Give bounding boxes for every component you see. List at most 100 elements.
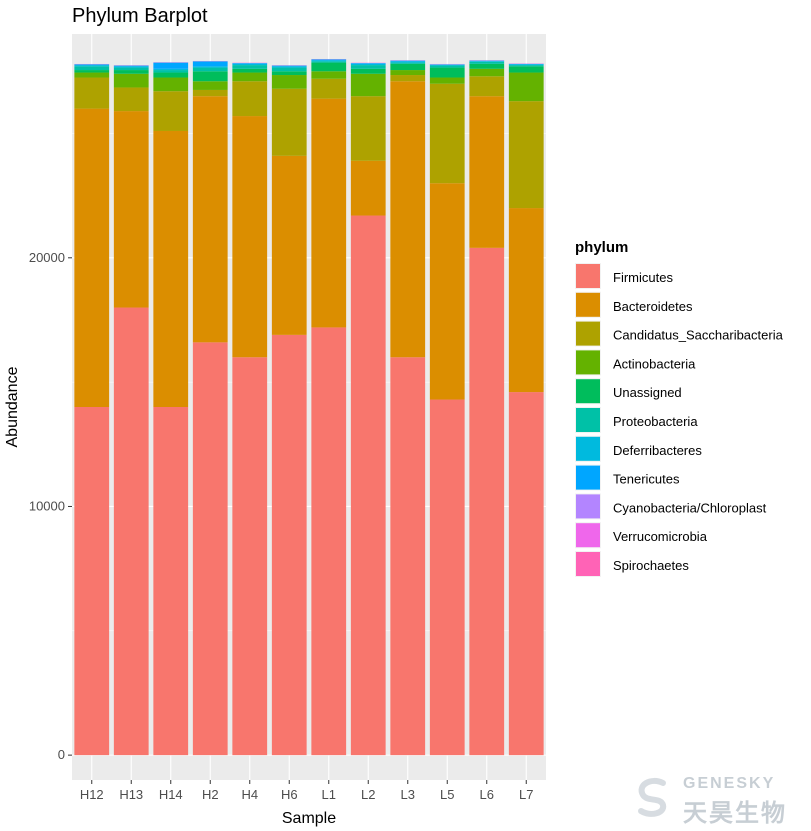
- bar-segment: [469, 247, 505, 756]
- legend-swatch: [576, 264, 600, 288]
- y-tick-label: 20000: [29, 250, 65, 265]
- bar-segment: [232, 357, 268, 756]
- bar-segment: [350, 63, 386, 64]
- bar-segment: [390, 62, 426, 64]
- legend-swatch: [576, 379, 600, 404]
- bar-segment: [153, 62, 189, 69]
- bar-segment: [113, 111, 149, 308]
- bar-segment: [350, 63, 386, 66]
- bar-segment: [232, 116, 268, 358]
- bar-segment: [508, 66, 544, 73]
- bar-segment: [74, 66, 110, 71]
- bar-segment: [232, 81, 268, 117]
- legend-label: Verrucomicrobia: [613, 529, 708, 544]
- bar-segment: [311, 78, 347, 99]
- bar-segment: [113, 307, 149, 756]
- bar-segment: [311, 61, 347, 63]
- x-tick-label: L3: [401, 787, 415, 802]
- bar-segment: [350, 68, 386, 74]
- bar-segment: [271, 88, 307, 156]
- bar-segment: [271, 75, 307, 89]
- bar-segment: [113, 65, 149, 67]
- legend-swatch: [576, 350, 600, 375]
- bar-segment: [271, 67, 307, 72]
- legend-swatch: [576, 552, 600, 576]
- bar-segment: [153, 70, 189, 73]
- bar-segment: [192, 61, 228, 67]
- bar-segment: [113, 67, 149, 71]
- legend-swatch: [576, 465, 600, 490]
- bar-segment: [232, 63, 268, 64]
- bar-segment: [74, 64, 110, 66]
- legend-label: Actinobacteria: [613, 356, 696, 371]
- bar-segment: [390, 75, 426, 82]
- x-tick-label: L2: [361, 787, 375, 802]
- legend-swatch: [576, 321, 600, 346]
- bar-segment: [311, 60, 347, 62]
- bar-segment: [469, 96, 505, 248]
- watermark-brand-cn: 天昊生物: [683, 800, 787, 827]
- x-axis-title: Sample: [282, 810, 336, 827]
- watermark-logo: GENESKY 天昊生物: [629, 773, 789, 827]
- legend: phylum Firmicutes Bacteroidetes Candidatus…: [575, 239, 784, 577]
- bar-segment: [192, 89, 228, 97]
- bar-segment: [311, 98, 347, 328]
- watermark-brand-en: GENESKY: [683, 775, 776, 792]
- y-tick-label: 10000: [29, 498, 65, 513]
- x-tick-label: L1: [322, 787, 336, 802]
- bar-segment: [192, 71, 228, 82]
- bar-segment: [390, 70, 426, 76]
- bar-segment: [153, 68, 189, 71]
- bar-segment: [74, 65, 110, 67]
- x-tick-label: H12: [80, 787, 104, 802]
- legend-label: Deferribacteres: [613, 443, 702, 458]
- bar-segment: [429, 83, 465, 184]
- bar-segment: [390, 357, 426, 756]
- legend-label: Tenericutes: [613, 472, 680, 487]
- bar-segment: [232, 63, 268, 66]
- bar-segment: [113, 70, 149, 74]
- bar-segment: [508, 72, 544, 102]
- bar-segment: [469, 61, 505, 62]
- chart-title: Phylum Barplot: [72, 5, 208, 27]
- bar-segment: [271, 65, 307, 67]
- bar-segment: [429, 399, 465, 756]
- bar-segment: [271, 155, 307, 335]
- bar-segment: [311, 71, 347, 79]
- bar-segment: [429, 65, 465, 68]
- legend-label: Unassigned: [613, 385, 682, 400]
- legend-label: Candidatus_Saccharibacteria: [613, 328, 784, 343]
- bar-segment: [311, 62, 347, 72]
- bar-segment: [271, 334, 307, 756]
- x-tick-label: H13: [119, 787, 143, 802]
- bar-segment: [192, 96, 228, 343]
- bar-segment: [469, 76, 505, 97]
- bar-segment: [153, 91, 189, 131]
- bar-segment: [74, 70, 110, 73]
- bar-segment: [192, 342, 228, 756]
- bar-segment: [113, 66, 149, 68]
- y-tick-label: 0: [58, 747, 65, 762]
- x-tick-label: L6: [480, 787, 494, 802]
- x-axis: H12 H13 H14 H2 H4 H6 L1 L2 L3 L5 L6 L7: [80, 780, 533, 802]
- legend-label: Cyanobacteria/Chloroplast: [613, 500, 767, 515]
- bar-segment: [350, 65, 386, 69]
- bar-segment: [192, 67, 228, 72]
- legend-swatch: [576, 523, 600, 548]
- bar-segment: [390, 63, 426, 71]
- bar-segment: [350, 73, 386, 97]
- bar-segment: [192, 66, 228, 68]
- legend-swatch: [576, 436, 600, 461]
- bars: [74, 58, 544, 756]
- bar-segment: [153, 77, 189, 92]
- bar-segment: [469, 63, 505, 69]
- legend-label: Firmicutes: [613, 270, 673, 285]
- y-axis-title: Abundance: [4, 366, 21, 447]
- bar-segment: [390, 81, 426, 358]
- x-tick-label: H14: [159, 787, 183, 802]
- bar-segment: [232, 72, 268, 82]
- legend-swatch: [576, 292, 600, 317]
- legend-label: Bacteroidetes: [613, 299, 693, 314]
- y-axis: 0 10000 20000: [29, 250, 72, 762]
